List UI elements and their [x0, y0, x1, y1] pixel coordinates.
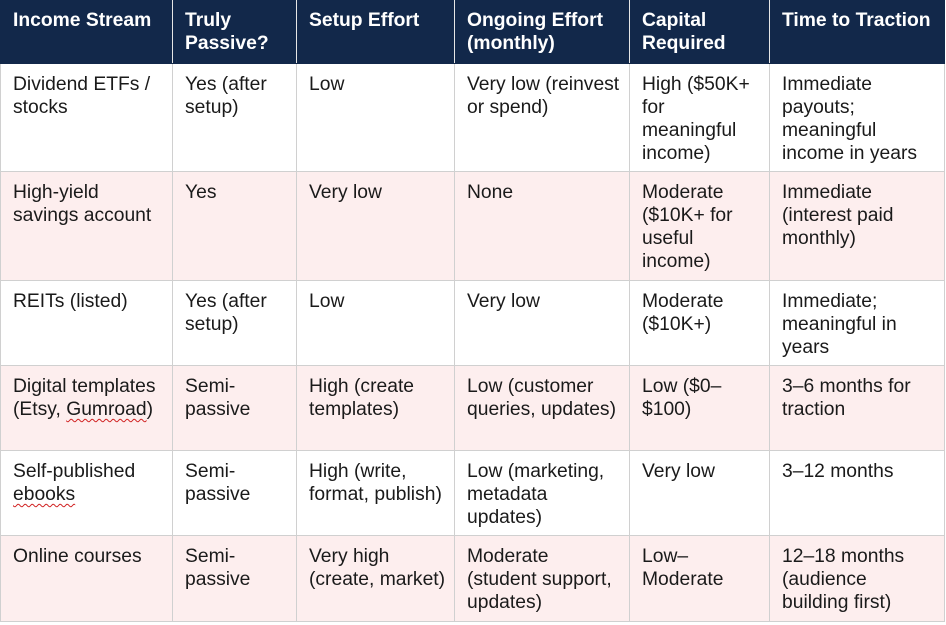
header-row: Income Stream Truly Passive? Setup Effor… [0, 0, 945, 64]
cell-income-stream-text: Digital templates (Etsy, [13, 376, 156, 420]
cell-income-stream[interactable]: REITs (listed) [0, 280, 173, 366]
cell-time-to-traction[interactable]: 3–12 months [769, 450, 945, 536]
cell-setup-effort[interactable]: High (create templates) [296, 365, 455, 451]
cell-truly-passive[interactable]: Yes [172, 171, 297, 281]
cell-capital-required[interactable]: Very low [629, 450, 770, 536]
cell-setup-effort[interactable]: Very low [296, 171, 455, 281]
cell-ongoing-effort[interactable]: Low (marketing, metadata updates) [454, 450, 630, 536]
cell-setup-effort[interactable]: Low [296, 63, 455, 172]
cell-truly-passive[interactable]: Semi-passive [172, 535, 297, 622]
cell-ongoing-effort[interactable]: None [454, 171, 630, 281]
cell-capital-required[interactable]: Moderate ($10K+) [629, 280, 770, 366]
header-ongoing-effort: Ongoing Effort (monthly) [454, 0, 630, 64]
header-time-to-traction: Time to Traction [769, 0, 945, 64]
cell-time-to-traction[interactable]: Immediate; meaningful in years [769, 280, 945, 366]
cell-income-stream[interactable]: Online courses [0, 535, 173, 622]
cell-time-to-traction[interactable]: Immediate payouts; meaningful income in … [769, 63, 945, 172]
header-truly-passive: Truly Passive? [172, 0, 297, 64]
cell-ongoing-effort[interactable]: Moderate (student support, updates) [454, 535, 630, 622]
cell-income-stream[interactable]: High-yield savings account [0, 171, 173, 281]
cell-ongoing-effort[interactable]: Very low [454, 280, 630, 366]
table-row: Digital templates (Etsy, Gumroad) Semi-p… [0, 365, 945, 451]
table-row: REITs (listed) Yes (after setup) Low Ver… [0, 280, 945, 366]
cell-setup-effort[interactable]: Low [296, 280, 455, 366]
cell-income-stream-suffix: ) [146, 399, 153, 420]
cell-time-to-traction[interactable]: Immediate (interest paid monthly) [769, 171, 945, 281]
cell-truly-passive[interactable]: Yes (after setup) [172, 280, 297, 366]
cell-capital-required[interactable]: Low–Moderate [629, 535, 770, 622]
cell-setup-effort[interactable]: Very high (create, market) [296, 535, 455, 622]
table-row: Self-published ebooks Semi-passive High … [0, 450, 945, 536]
cell-truly-passive[interactable]: Semi-passive [172, 450, 297, 536]
cell-time-to-traction[interactable]: 3–6 months for traction [769, 365, 945, 451]
cell-capital-required[interactable]: Low ($0–$100) [629, 365, 770, 451]
table-row: High-yield savings account Yes Very low … [0, 171, 945, 281]
cell-truly-passive[interactable]: Yes (after setup) [172, 63, 297, 172]
header-income-stream: Income Stream [0, 0, 173, 64]
cell-income-stream[interactable]: Dividend ETFs / stocks [0, 63, 173, 172]
cell-truly-passive[interactable]: Semi-passive [172, 365, 297, 451]
cell-time-to-traction[interactable]: 12–18 months (audience building first) [769, 535, 945, 622]
cell-capital-required[interactable]: Moderate ($10K+ for useful income) [629, 171, 770, 281]
table-row: Online courses Semi-passive Very high (c… [0, 535, 945, 622]
spellcheck-flagged-word[interactable]: ebooks [13, 484, 76, 505]
cell-ongoing-effort[interactable]: Low (customer queries, updates) [454, 365, 630, 451]
cell-capital-required[interactable]: High ($50K+ for meaningful income) [629, 63, 770, 172]
cell-income-stream-text: Self-published [13, 461, 136, 482]
table-row: Dividend ETFs / stocks Yes (after setup)… [0, 63, 945, 172]
spellcheck-flagged-word[interactable]: Gumroad [66, 399, 147, 420]
header-capital-required: Capital Required [629, 0, 770, 64]
header-setup-effort: Setup Effort [296, 0, 455, 64]
cell-income-stream[interactable]: Self-published ebooks [0, 450, 173, 536]
cell-setup-effort[interactable]: High (write, format, publish) [296, 450, 455, 536]
cell-ongoing-effort[interactable]: Very low (reinvest or spend) [454, 63, 630, 172]
cell-income-stream[interactable]: Digital templates (Etsy, Gumroad) [0, 365, 173, 451]
